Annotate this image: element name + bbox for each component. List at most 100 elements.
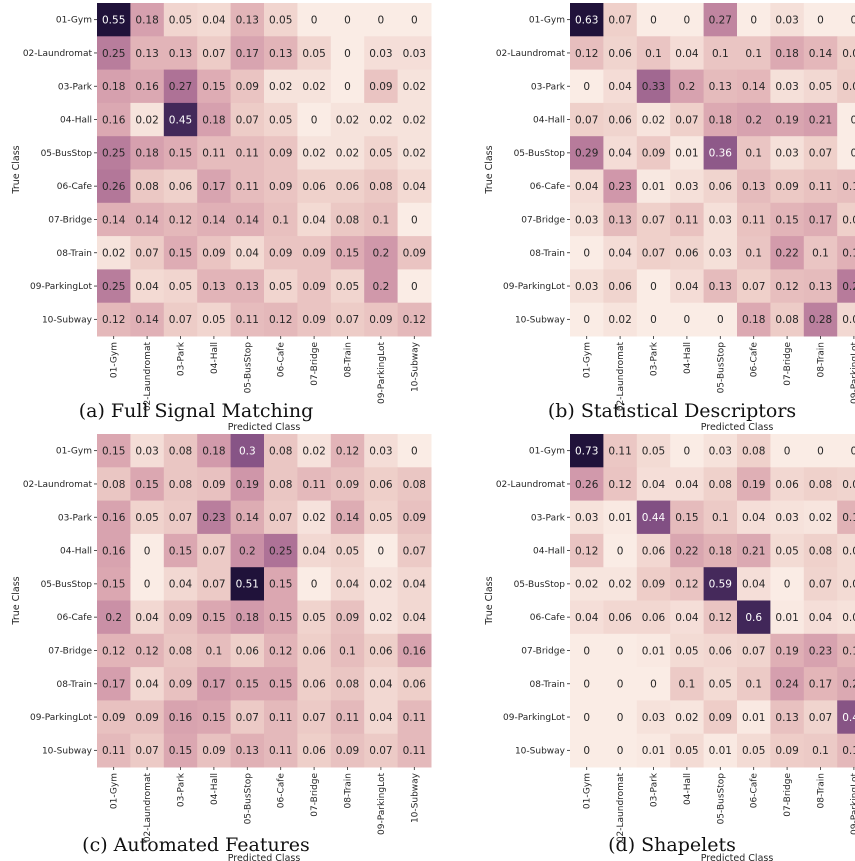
cell-value-label: 0.13 bbox=[742, 181, 765, 193]
heatmap-cell bbox=[636, 69, 671, 104]
heatmap-cell bbox=[770, 667, 805, 701]
cell-value-label: 0.12 bbox=[842, 181, 855, 193]
heatmap-cell bbox=[803, 3, 838, 37]
cell-value-label: 0.09 bbox=[403, 248, 426, 260]
heatmap-cell bbox=[364, 567, 399, 601]
y-tick-label: 09-ParkingLot bbox=[503, 282, 565, 292]
heatmap-cell bbox=[636, 467, 671, 502]
heatmap-cell bbox=[570, 434, 604, 468]
heatmap-cell bbox=[703, 434, 738, 468]
heatmap-cell bbox=[636, 136, 671, 170]
cell-value-label: 0.18 bbox=[236, 612, 259, 624]
heatmap-cell bbox=[97, 202, 131, 237]
cell-value-label: 0.03 bbox=[369, 48, 392, 60]
heatmap-cell bbox=[770, 467, 805, 502]
heatmap-cell bbox=[397, 69, 432, 104]
cell-value-label: 0 bbox=[583, 679, 590, 691]
cell-value-label: 0.02 bbox=[403, 148, 426, 160]
heatmap-cell bbox=[364, 733, 399, 768]
heatmap-cell bbox=[603, 600, 638, 635]
y-tick-label: 10-Subway bbox=[515, 746, 566, 756]
heatmap-cell bbox=[670, 69, 705, 104]
heatmap-cell bbox=[130, 434, 165, 468]
heatmap-cell bbox=[636, 302, 671, 337]
x-tick-label: 01-Gym bbox=[110, 342, 120, 378]
heatmap-cell bbox=[636, 36, 671, 71]
heatmap-cell bbox=[97, 600, 131, 635]
heatmap-cell bbox=[636, 633, 671, 668]
heatmap-cell bbox=[397, 136, 432, 170]
heatmap-cell bbox=[670, 236, 705, 270]
heatmap-cell bbox=[603, 102, 638, 137]
cell-value-label: 0.09 bbox=[102, 712, 125, 724]
x-tick-label: 02-Laundromat bbox=[143, 773, 153, 843]
cell-value-label: 0.12 bbox=[135, 645, 158, 657]
cell-value-label: 0.12 bbox=[102, 645, 125, 657]
heatmap-cell bbox=[197, 3, 232, 37]
cell-value-label: 0.04 bbox=[403, 181, 427, 193]
cell-value-label: 0.15 bbox=[202, 81, 225, 93]
x-tick-label: 04-Hall bbox=[210, 342, 220, 374]
cell-value-label: 0.09 bbox=[369, 314, 392, 326]
heatmap-cell bbox=[770, 302, 805, 337]
heatmap-cell bbox=[197, 302, 232, 337]
y-tick-label: 03-Park bbox=[531, 513, 566, 523]
cell-value-label: 0.15 bbox=[135, 479, 158, 491]
cell-value-label: 0.13 bbox=[608, 214, 631, 226]
x-tick-label: 02-Laundromat bbox=[143, 342, 153, 412]
cell-value-label: 0.09 bbox=[202, 745, 225, 757]
heatmap-cell bbox=[297, 202, 332, 237]
x-tick-label: 06-Cafe bbox=[277, 773, 287, 809]
x-tick-label: 01-Gym bbox=[583, 342, 593, 378]
heatmap-cell bbox=[197, 434, 232, 468]
x-axis-label: Predicted Class bbox=[701, 853, 774, 861]
heatmap-cell bbox=[297, 136, 332, 170]
heatmap-cell bbox=[264, 36, 298, 71]
heatmap-cell bbox=[97, 567, 131, 601]
heatmap-cell bbox=[130, 202, 165, 237]
heatmap-cell bbox=[803, 136, 838, 170]
heatmap-cell bbox=[264, 500, 298, 535]
heatmap-cell bbox=[636, 169, 671, 204]
heatmap-cell bbox=[570, 69, 604, 104]
cell-value-label: 0.05 bbox=[336, 545, 359, 557]
y-axis-label: True Class bbox=[484, 145, 495, 194]
cell-value-label: 0.14 bbox=[102, 214, 126, 226]
heatmap-cell bbox=[364, 302, 399, 337]
heatmap-cell bbox=[163, 600, 198, 635]
heatmap-cell bbox=[737, 236, 771, 270]
cell-value-label: 0.02 bbox=[403, 81, 426, 93]
x-tick-label: 08-Train bbox=[344, 342, 354, 377]
heatmap-cell bbox=[397, 533, 432, 568]
heatmap-cell bbox=[163, 302, 198, 337]
heatmap-cell bbox=[297, 169, 332, 204]
y-tick-label: 08-Train bbox=[530, 249, 565, 259]
cell-value-label: 0.03 bbox=[775, 148, 798, 160]
x-tick-label: 04-Hall bbox=[683, 773, 693, 805]
cell-value-label: 0.44 bbox=[642, 512, 666, 524]
heatmap-cell bbox=[603, 202, 638, 237]
heatmap-cell bbox=[230, 169, 265, 204]
cell-value-label: 0.03 bbox=[575, 512, 598, 524]
y-tick-label: 04-Hall bbox=[60, 547, 92, 557]
heatmap-cell bbox=[364, 36, 399, 71]
cell-value-label: 0.02 bbox=[302, 512, 325, 524]
cell-value-label: 0.08 bbox=[809, 479, 832, 491]
cell-value-label: 0.15 bbox=[202, 712, 225, 724]
x-tick-label: 08-Train bbox=[817, 342, 827, 377]
cell-value-label: 0.01 bbox=[709, 745, 732, 757]
cell-value-label: 0.28 bbox=[809, 314, 832, 326]
cell-value-label: 0.01 bbox=[775, 612, 798, 624]
cell-value-label: 0 bbox=[617, 645, 624, 657]
cell-value-label: 0.36 bbox=[709, 148, 733, 160]
heatmap-cell bbox=[264, 3, 298, 37]
heatmap-cell bbox=[603, 434, 638, 468]
y-tick-label: 08-Train bbox=[57, 680, 92, 690]
cell-value-label: 0.17 bbox=[102, 679, 125, 691]
cell-value-label: 0.04 bbox=[135, 281, 159, 293]
cell-value-label: 0.02 bbox=[336, 114, 359, 126]
heatmap-cell bbox=[264, 169, 298, 204]
heatmap-cell bbox=[636, 3, 671, 37]
heatmap-panel-3: 0.15 0.03 0.08 0.18 0.3 0.08 0.02 0.12 0.03 0 0.08… bbox=[11, 434, 432, 861]
y-tick-label: 03-Park bbox=[58, 82, 93, 92]
